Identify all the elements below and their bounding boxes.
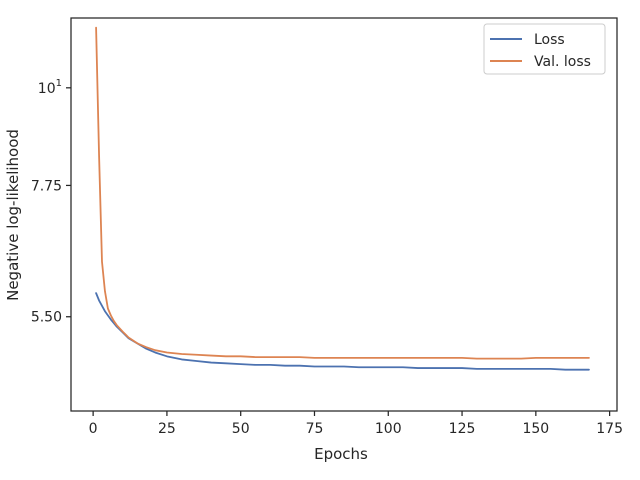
x-tick-label: 100 bbox=[375, 421, 402, 437]
y-axis: 5.50 7.75 101 bbox=[31, 78, 71, 326]
x-tick-label: 125 bbox=[449, 421, 476, 437]
legend-label-1: Val. loss bbox=[534, 54, 591, 70]
y-tick-label: 101 bbox=[38, 78, 62, 97]
y-axis-label: Negative log-likelihood bbox=[4, 129, 22, 301]
x-tick-label: 150 bbox=[522, 421, 549, 437]
x-tick-label: 175 bbox=[596, 421, 623, 437]
x-axis: 0 25 50 75 100 125 150 175 bbox=[89, 411, 623, 437]
plot-area bbox=[70, 17, 618, 412]
legend: Loss Val. loss bbox=[483, 23, 606, 75]
x-tick-label: 25 bbox=[158, 421, 176, 437]
legend-label-0: Loss bbox=[534, 32, 565, 48]
y-tick-label: 5.50 bbox=[31, 310, 62, 326]
series-line-0 bbox=[95, 292, 590, 371]
series-line-1 bbox=[95, 26, 590, 360]
x-tick-label: 0 bbox=[89, 421, 98, 437]
y-tick-label: 7.75 bbox=[31, 178, 62, 194]
series-layer bbox=[95, 26, 590, 371]
x-tick-label: 75 bbox=[306, 421, 324, 437]
plot-frame bbox=[70, 17, 618, 412]
x-axis-label: Epochs bbox=[314, 445, 368, 463]
x-tick-label: 50 bbox=[232, 421, 250, 437]
